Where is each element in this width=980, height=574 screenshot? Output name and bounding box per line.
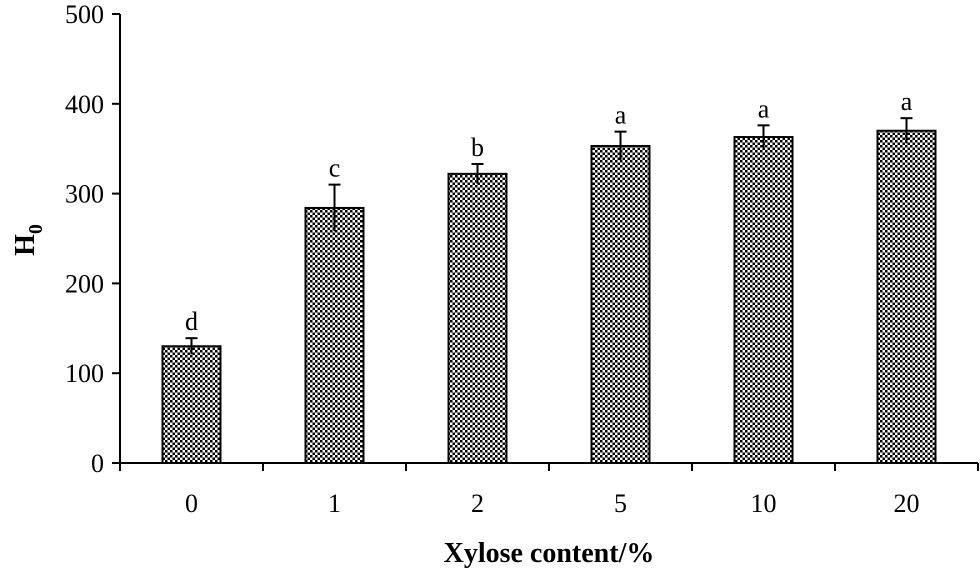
y-tick-label: 300 (65, 180, 104, 209)
bar (590, 145, 651, 464)
y-axis-title-subscript: 0 (25, 224, 47, 234)
y-tick-label: 500 (65, 0, 104, 29)
y-axis-ticks: 0 100 200 300 400 500 (65, 0, 120, 478)
x-tick-label: 10 (751, 489, 777, 518)
significance-letter: d (185, 307, 198, 336)
bar (161, 345, 222, 465)
error-bars (185, 117, 913, 355)
significance-letter: a (901, 87, 913, 116)
y-axis-title: H0 (10, 224, 47, 256)
x-axis-ticks: 0 1 2 5 10 20 (119, 463, 979, 518)
y-tick-label: 200 (65, 269, 104, 298)
bars (161, 129, 937, 465)
x-tick-label: 1 (328, 489, 341, 518)
significance-letters: d c b a a a (185, 87, 913, 336)
y-tick-label: 400 (65, 90, 104, 119)
y-axis-title-main: H (10, 234, 41, 256)
significance-letter: a (615, 101, 627, 130)
significance-letter: c (329, 154, 341, 183)
x-tick-label: 20 (894, 489, 920, 518)
bar (733, 136, 794, 464)
x-tick-label: 2 (471, 489, 484, 518)
bar (304, 206, 365, 464)
significance-letter: b (471, 133, 484, 162)
x-tick-label: 0 (185, 489, 198, 518)
x-axis-title: Xylose content/% (444, 538, 655, 569)
x-tick-label: 5 (614, 489, 627, 518)
bar (447, 172, 508, 464)
significance-letter: a (758, 94, 770, 123)
y-tick-label: 0 (91, 449, 104, 478)
bar (876, 129, 937, 465)
y-tick-label: 100 (65, 359, 104, 388)
